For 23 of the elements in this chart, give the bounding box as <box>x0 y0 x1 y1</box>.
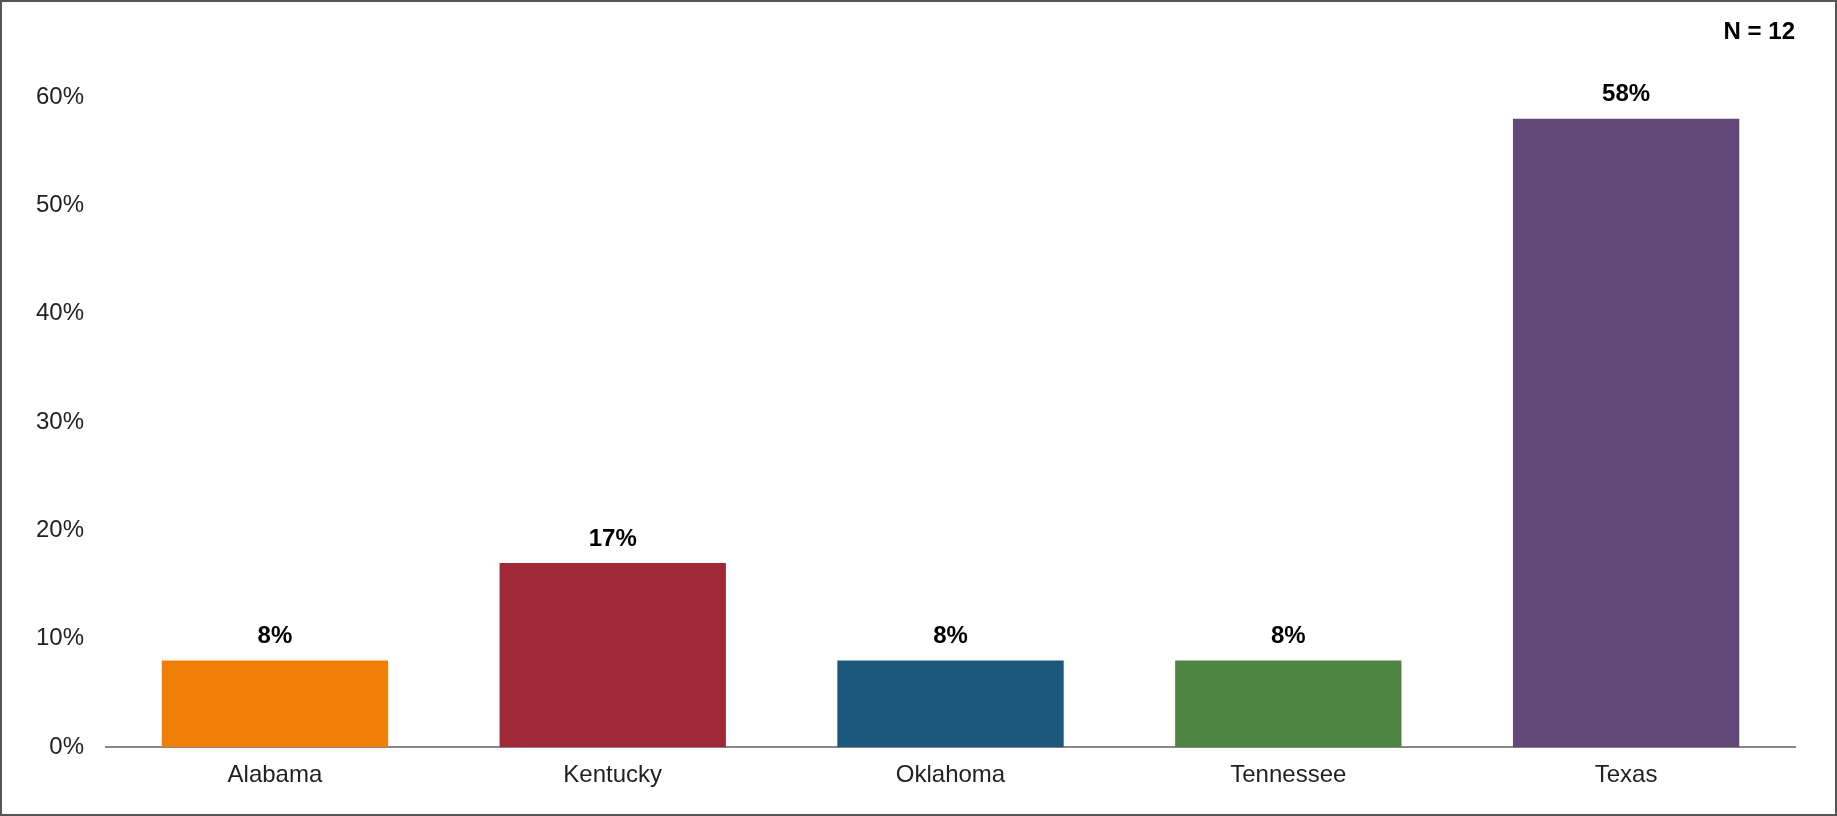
y-tick-label: 20% <box>35 515 85 543</box>
x-tick-label: Alabama <box>227 760 323 788</box>
data-label: 17% <box>588 523 637 551</box>
bar <box>1512 118 1740 748</box>
y-tick-label: 40% <box>35 298 85 326</box>
data-label: 8% <box>933 621 968 649</box>
data-label: 8% <box>1270 621 1306 649</box>
y-tick-label: 0% <box>49 731 85 759</box>
y-tick-label: 50% <box>35 189 85 217</box>
x-tick-label: Tennessee <box>1230 760 1347 788</box>
y-tick-label: 30% <box>35 406 85 434</box>
bar <box>837 660 1064 748</box>
data-label: 8% <box>257 621 293 649</box>
data-label: 58% <box>1602 79 1651 107</box>
text: N = 12 <box>1723 16 1795 44</box>
x-tick-label: Oklahoma <box>895 760 1006 788</box>
y-tick-label: 60% <box>35 81 85 109</box>
y-tick-label: 10% <box>35 623 85 651</box>
bar <box>1175 660 1402 748</box>
x-tick-label: Kentucky <box>563 760 663 788</box>
bar <box>161 660 389 748</box>
bar <box>499 562 726 748</box>
x-tick-label: Texas <box>1594 760 1658 788</box>
